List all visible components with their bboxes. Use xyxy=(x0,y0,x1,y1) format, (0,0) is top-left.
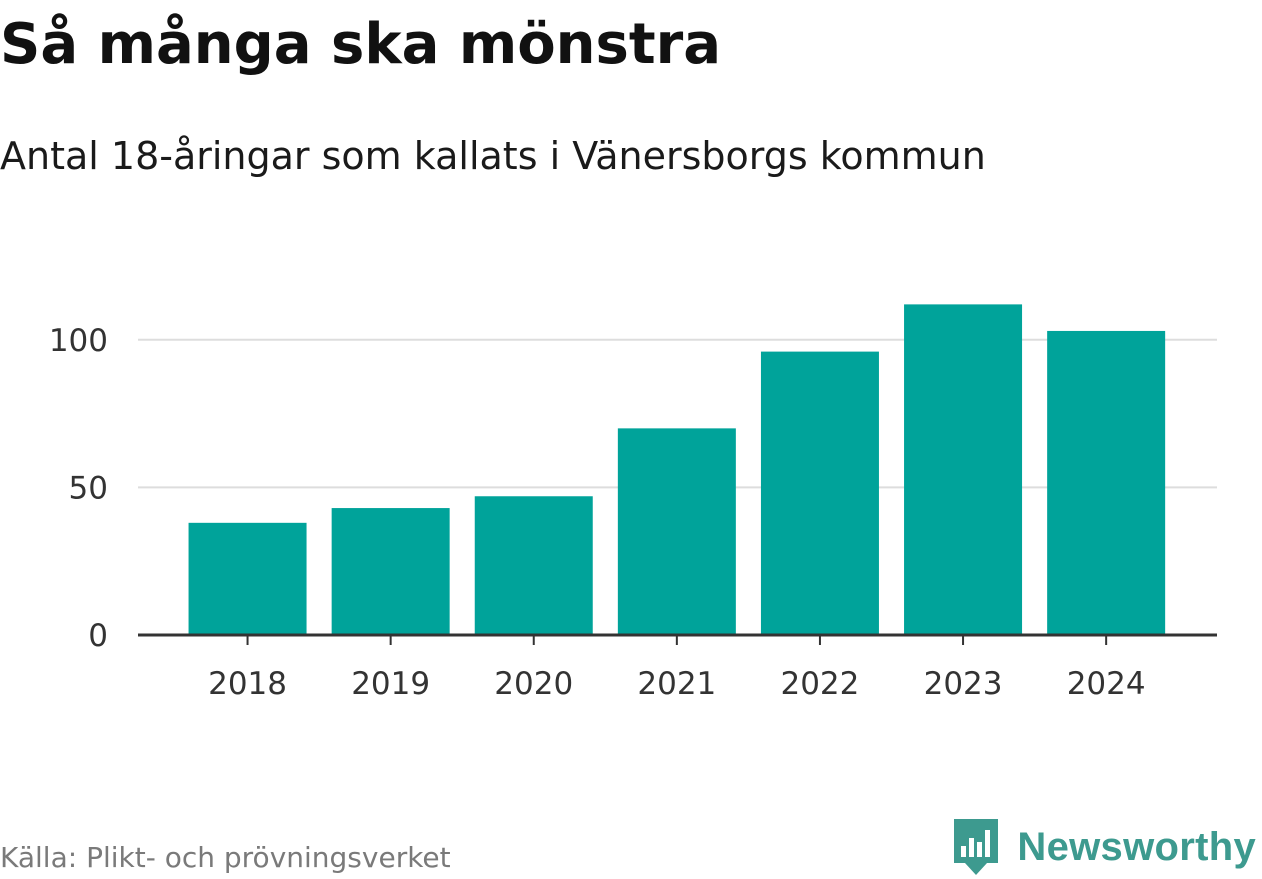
axes: 0 50 100 2018 2019 2020 2021 2022 2023 2024 xyxy=(49,323,1217,702)
bars xyxy=(188,304,1166,635)
x-tick-label: 2022 xyxy=(780,666,859,702)
x-tick-label: 2018 xyxy=(208,666,287,702)
brand-name: Newsworthy xyxy=(1017,825,1256,869)
x-tick-label: 2021 xyxy=(637,666,716,702)
bar-2018 xyxy=(188,522,307,635)
x-tick-label: 2023 xyxy=(924,666,1003,702)
newsworthy-logo-icon xyxy=(954,819,999,875)
y-tick-label: 0 xyxy=(88,618,108,654)
bar-2021 xyxy=(617,428,736,635)
x-tick-label: 2024 xyxy=(1067,666,1146,702)
brand-logo: Newsworthy xyxy=(951,816,1256,878)
x-tick-label: 2020 xyxy=(494,666,573,702)
y-tick-label: 100 xyxy=(49,323,108,359)
chart-title: Så många ska mönstra xyxy=(0,12,722,77)
bar-2020 xyxy=(474,496,593,635)
source-note: Källa: Plikt- och prövningsverket xyxy=(0,841,451,874)
x-tick-label: 2019 xyxy=(351,666,430,702)
bar-2019 xyxy=(331,508,450,635)
chart-subtitle: Antal 18-åringar som kallats i Vänersbor… xyxy=(0,134,986,178)
y-tick-label: 50 xyxy=(69,470,108,506)
bar-2024 xyxy=(1047,330,1166,635)
bar-2023 xyxy=(904,304,1023,635)
bar-2022 xyxy=(760,351,879,635)
